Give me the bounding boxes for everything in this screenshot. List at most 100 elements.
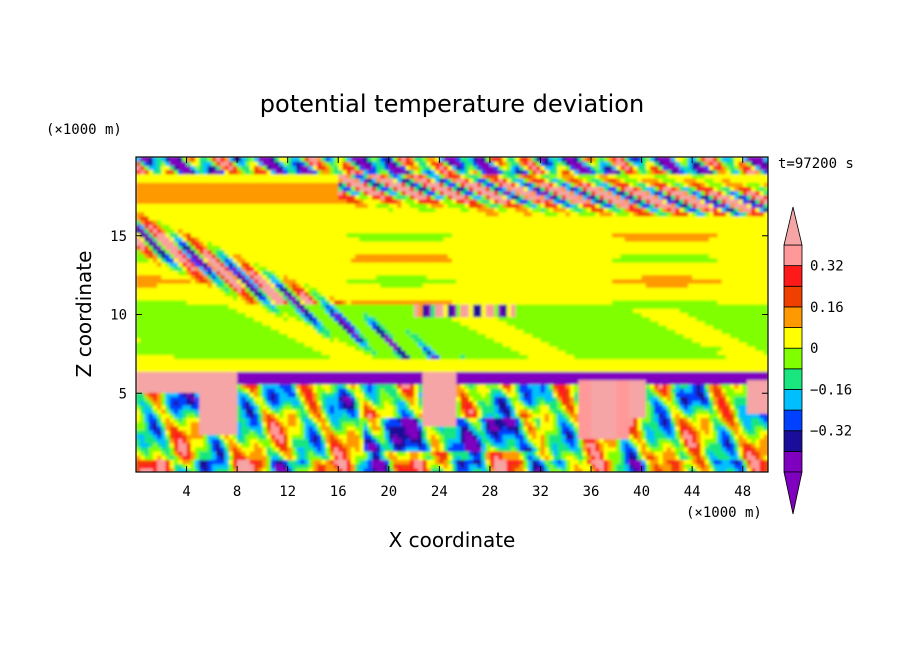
field-cell	[300, 463, 306, 469]
field-cell	[216, 451, 221, 456]
field-cell	[523, 362, 529, 368]
field-cell	[325, 467, 331, 472]
field-cell	[730, 446, 735, 452]
field-cell	[300, 337, 306, 343]
field-cell	[565, 375, 571, 381]
field-cell	[523, 388, 529, 393]
field-cell	[325, 379, 331, 385]
field-cell	[169, 396, 175, 402]
field-cell	[557, 375, 563, 381]
field-cell	[422, 392, 428, 397]
field-cell	[157, 388, 162, 393]
field-cell	[321, 425, 327, 431]
field-cell	[232, 337, 238, 343]
field-cell	[586, 442, 592, 448]
field-cell	[329, 467, 335, 472]
field-cell	[279, 388, 285, 393]
field-cell	[658, 388, 664, 393]
field-cell	[414, 392, 419, 397]
field-cell	[388, 442, 394, 448]
field-cell	[203, 455, 209, 460]
field-cell	[561, 434, 567, 439]
field-cell	[148, 362, 154, 368]
field-cell	[157, 371, 162, 376]
field-cell	[224, 371, 230, 376]
field-cell	[725, 404, 731, 410]
field-cell	[675, 421, 681, 427]
field-cell	[296, 400, 301, 406]
field-cell	[734, 413, 740, 418]
field-cell	[671, 459, 676, 465]
field-cell	[658, 425, 664, 431]
field-cell	[245, 425, 251, 431]
field-cell	[393, 341, 398, 347]
field-cell	[561, 417, 567, 423]
field-cell	[241, 459, 247, 465]
field-cell	[624, 434, 630, 439]
field-cell	[203, 463, 209, 469]
field-cell	[443, 409, 449, 414]
field-cell	[435, 350, 440, 355]
field-cell	[540, 413, 546, 418]
field-cell	[599, 350, 605, 355]
field-cell	[561, 421, 567, 427]
field-cell	[574, 333, 579, 339]
field-cell	[232, 409, 238, 414]
field-cell	[746, 333, 752, 339]
field-cell	[553, 346, 558, 351]
field-cell	[430, 354, 436, 360]
field-cell	[165, 463, 171, 469]
field-cell	[620, 383, 626, 389]
field-cell	[237, 442, 242, 448]
field-cell	[532, 463, 537, 469]
field-cell	[704, 375, 710, 381]
field-cell	[275, 379, 280, 385]
field-cell	[194, 400, 200, 406]
field-cell	[216, 329, 221, 334]
field-cell	[245, 358, 251, 364]
field-cell	[304, 392, 310, 397]
field-cell	[687, 367, 693, 372]
field-cell	[148, 451, 154, 456]
field-cell	[249, 451, 255, 456]
field-cell	[325, 446, 331, 452]
field-cell	[687, 392, 693, 397]
field-cell	[742, 451, 748, 456]
field-cell	[422, 333, 428, 339]
field-cell	[241, 388, 247, 393]
field-cell	[540, 442, 546, 448]
field-cell	[645, 358, 651, 364]
field-cell	[730, 333, 735, 339]
field-cell	[658, 371, 664, 376]
field-cell	[662, 379, 668, 385]
field-cell	[464, 455, 470, 460]
field-cell	[249, 346, 255, 351]
field-cell	[173, 400, 179, 406]
field-cell	[376, 392, 381, 397]
field-cell	[334, 375, 339, 381]
field-cell	[363, 354, 369, 360]
field-cell	[536, 337, 542, 343]
field-cell	[628, 396, 634, 402]
field-cell	[502, 392, 508, 397]
field-cell	[426, 358, 432, 364]
field-cell	[157, 396, 162, 402]
field-cell	[473, 333, 478, 339]
field-cell	[485, 388, 491, 393]
field-cell	[443, 404, 449, 410]
field-cell	[182, 442, 188, 448]
field-cell	[544, 434, 550, 439]
field-cell	[734, 434, 740, 439]
field-cell	[477, 459, 483, 465]
field-cell	[624, 446, 630, 452]
field-cell	[574, 413, 579, 418]
field-cell	[393, 379, 398, 385]
field-cell	[498, 463, 504, 469]
field-cell	[405, 383, 411, 389]
field-cell	[671, 442, 676, 448]
field-cell	[654, 442, 660, 448]
field-cell	[569, 459, 575, 465]
field-cell	[700, 417, 706, 423]
field-cell	[401, 434, 407, 439]
field-cell	[186, 463, 192, 469]
